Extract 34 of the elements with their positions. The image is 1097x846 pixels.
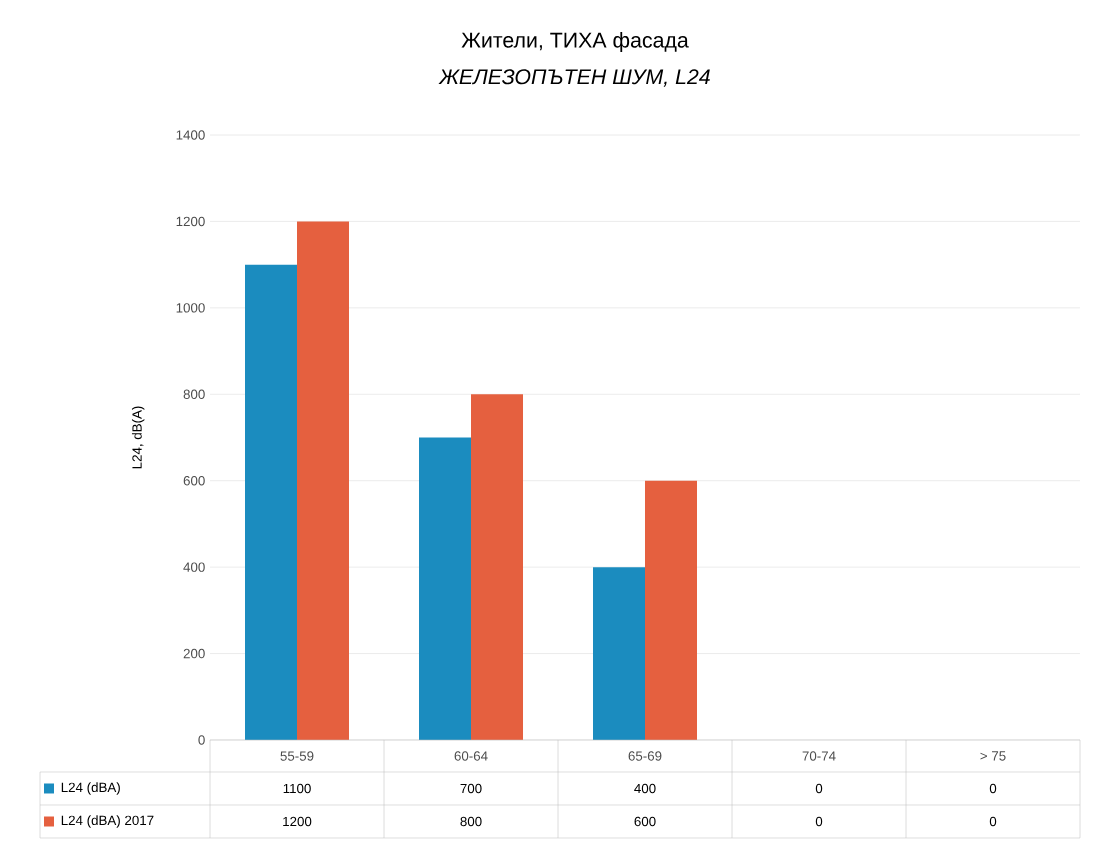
data-label: 800 <box>460 816 482 827</box>
y-tick-label: 1000 <box>176 303 205 313</box>
y-tick-label: 1200 <box>176 216 205 227</box>
bar <box>645 480 697 740</box>
data-label: 0 <box>815 816 823 827</box>
y-tick-label: 600 <box>183 476 205 486</box>
y-tick-label: 1400 <box>176 130 205 140</box>
y-tick-label: 200 <box>183 648 205 659</box>
bar <box>419 437 471 740</box>
bar <box>471 394 523 740</box>
x-tick-label: > 75 <box>980 751 1006 761</box>
x-tick-label: 60-64 <box>454 751 488 761</box>
legend-label: L24 (dBA) <box>61 782 120 795</box>
data-label: 0 <box>815 783 823 794</box>
data-label: 400 <box>634 783 656 794</box>
y-tick-label: 0 <box>198 735 205 745</box>
y-tick-label: 400 <box>183 562 205 572</box>
data-label: 0 <box>989 783 997 794</box>
chart-title: Жители, ТИХА фасада <box>461 32 689 52</box>
bar <box>593 567 645 740</box>
data-label: 600 <box>634 816 656 827</box>
data-label: 1100 <box>283 783 311 794</box>
bar <box>245 264 297 740</box>
x-tick-label: 65-69 <box>628 751 662 761</box>
y-tick-label: 800 <box>183 389 205 399</box>
y-axis-title: L24, dB(A) <box>131 406 145 469</box>
data-label: 700 <box>460 783 482 794</box>
x-tick-label: 55-59 <box>280 751 314 761</box>
x-tick-label: 70-74 <box>802 751 836 761</box>
data-label: 0 <box>989 816 997 827</box>
data-label: 1200 <box>283 816 312 827</box>
legend-label: L24 (dBA) 2017 <box>61 815 154 828</box>
chart-subtitle: ЖЕЛЕЗОПЪТЕН ШУМ, L24 <box>438 69 710 87</box>
bar <box>297 221 349 740</box>
